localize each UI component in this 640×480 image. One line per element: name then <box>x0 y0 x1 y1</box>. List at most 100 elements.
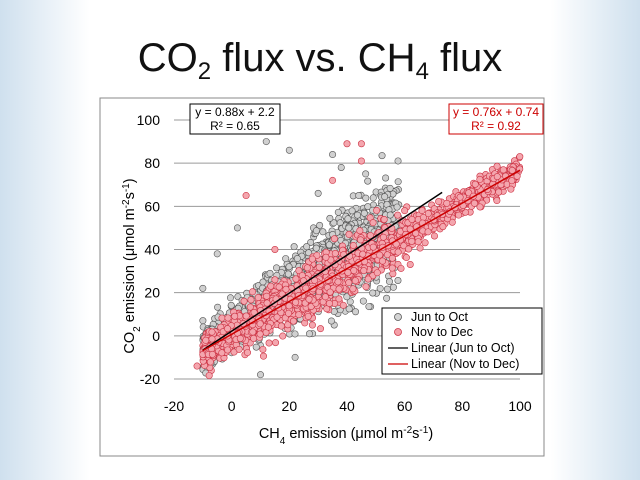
scatter-point <box>208 335 216 343</box>
scatter-point <box>264 323 272 331</box>
trendline-nov <box>202 169 521 352</box>
scatter-point <box>495 188 503 196</box>
tick-labels: -20 0 20 40 60 80 100 -20 0 20 40 60 80 100 <box>137 112 532 414</box>
scatter-point <box>439 223 447 231</box>
scatter-point <box>218 349 226 357</box>
scatter-point <box>394 211 402 219</box>
scatter-point <box>267 282 275 290</box>
scatter-point <box>312 227 320 235</box>
scatter-point <box>359 297 367 305</box>
scatter-point <box>208 328 216 336</box>
scatter-point <box>373 269 381 277</box>
scatter-point <box>316 221 324 229</box>
scatter-point <box>272 339 280 347</box>
scatter-point <box>321 293 329 301</box>
scatter-point <box>471 180 479 188</box>
y-tick-label: 60 <box>144 198 160 214</box>
scatter-point <box>250 334 258 342</box>
scatter-point <box>397 264 405 272</box>
scatter-point <box>224 346 232 354</box>
scatter-point <box>213 250 221 258</box>
x-tick-label: 0 <box>228 398 236 414</box>
scatter-point <box>345 279 353 287</box>
scatter-point <box>516 153 524 161</box>
scatter-point <box>271 276 279 284</box>
scatter-point <box>424 228 432 236</box>
scatter-point <box>193 362 201 370</box>
y-axis-label: CO2 emission (μmol m-2s-1) <box>121 178 143 353</box>
scatter-point <box>282 255 290 263</box>
scatter-point <box>406 260 414 268</box>
scatter-point <box>360 209 368 217</box>
scatter-point <box>246 303 254 311</box>
scatter-point <box>345 230 353 238</box>
scatter-point <box>352 308 360 316</box>
scatter-point <box>291 330 299 338</box>
scatter-point <box>285 263 293 271</box>
scatter-point <box>386 278 394 286</box>
scatter-point <box>329 176 337 184</box>
scatter-point <box>337 163 345 171</box>
y-tick-label: 0 <box>152 328 160 344</box>
scatter-point <box>366 231 374 239</box>
scatter-point <box>443 199 451 207</box>
x-tick-label: 100 <box>508 398 532 414</box>
trend-lines <box>202 169 521 352</box>
scatter-point <box>243 349 251 357</box>
y-tick-label: 20 <box>144 285 160 301</box>
scatter-point <box>326 214 334 222</box>
x-axis-label: CH4 emission (μmol m-2s-1) <box>259 425 433 447</box>
scatter-point <box>317 325 325 333</box>
scatter-point <box>205 372 213 380</box>
scatter-point <box>218 314 226 322</box>
scatter-point <box>224 314 232 322</box>
x-tick-label: -20 <box>164 398 184 414</box>
scatter-point <box>331 249 339 257</box>
scatter-point <box>448 218 456 226</box>
scatter-point <box>226 294 234 302</box>
y-tick-label: -20 <box>140 371 160 387</box>
scatter-point <box>383 294 391 302</box>
scatter-point <box>334 278 342 286</box>
scatter-point <box>279 332 287 340</box>
y-tick-label: 100 <box>137 112 161 128</box>
scatter-point <box>265 339 273 347</box>
trendline-jun <box>202 191 443 351</box>
equation-jun: y = 0.88x + 2.2 <box>195 105 275 119</box>
scatter-point <box>402 254 410 262</box>
scatter-point <box>357 157 365 165</box>
scatter-point <box>355 192 363 200</box>
scatter-point <box>389 283 397 291</box>
scatter-point <box>343 293 351 301</box>
r2-nov: R² = 0.92 <box>471 119 521 133</box>
scatter-point <box>383 251 391 259</box>
scatter-point <box>285 302 293 310</box>
scatter-point <box>295 311 303 319</box>
scatter-point <box>304 312 312 320</box>
scatter-point <box>325 299 333 307</box>
scatter-point <box>348 207 356 215</box>
scatter-point <box>351 277 359 285</box>
scatter-point <box>256 330 264 338</box>
scatter-point <box>236 334 244 342</box>
scatter-point <box>362 194 370 202</box>
scatter-point <box>416 244 424 252</box>
scatter-point <box>364 177 372 185</box>
scatter-point <box>376 251 384 259</box>
scatter-point <box>327 317 335 325</box>
legend-marker-jun <box>394 313 402 321</box>
scatter-point <box>291 353 299 361</box>
scatter-point <box>285 146 293 154</box>
r2-jun: R² = 0.65 <box>210 119 260 133</box>
x-tick-label: 80 <box>455 398 471 414</box>
scatter-point <box>254 294 262 302</box>
scatter-point <box>262 138 270 146</box>
scatter-point <box>235 345 243 353</box>
legend-item-jun: Jun to Oct <box>411 310 468 324</box>
scatter-point <box>362 283 370 291</box>
scatter-point <box>508 177 516 185</box>
scatter-point <box>393 203 401 211</box>
scatter-point <box>231 312 239 320</box>
scatter-point <box>285 309 293 317</box>
equation-box-jun: y = 0.88x + 2.2 R² = 0.65 <box>189 103 281 135</box>
